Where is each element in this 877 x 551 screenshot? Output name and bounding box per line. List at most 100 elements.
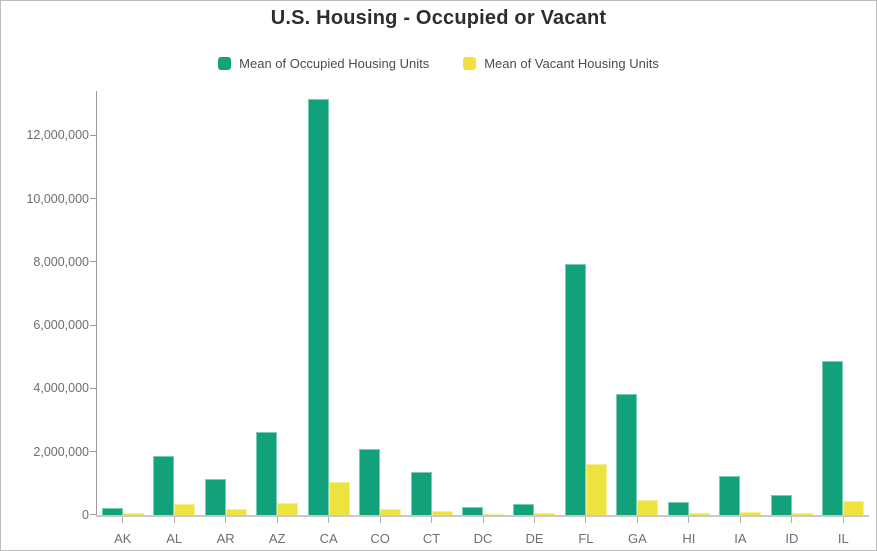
bar-group-ia: IA [715,91,766,546]
bar-occupied-ar[interactable] [204,478,226,515]
legend-label-vacant: Mean of Vacant Housing Units [484,56,659,71]
x-axis-label: AK [114,531,132,546]
legend-swatch-vacant-icon [463,57,477,70]
bar-occupied-dc[interactable] [462,507,484,515]
x-axis-tick [585,517,587,523]
y-axis: 0 2,000,000 4,000,000 6,000,000 8,000,000 10,… [1,91,89,522]
x-axis-label: CT [422,531,441,546]
x-axis-tick [482,517,484,523]
x-axis-tick [431,517,433,523]
y-axis-tick-label: 4,000,000 [33,381,89,396]
bar-group-hi: HI [663,91,714,546]
bar-vacant-ak[interactable] [122,513,144,515]
bar-group-fl: FL [560,91,611,546]
bar-occupied-ga[interactable] [616,394,638,515]
bar-occupied-id[interactable] [770,495,792,515]
plot-area: AK AL AR AZ CA CO CT DC DE FL GA HI IA ID IL [90,91,869,546]
x-axis-label: AL [166,531,183,546]
x-axis-tick [842,517,844,523]
y-axis-tick-label: 0 [82,508,89,522]
bar-group-az: AZ [251,91,302,546]
bars-row: AK AL AR AZ CA CO CT DC DE FL GA HI IA ID IL [97,91,869,546]
x-axis-label: AR [216,531,235,546]
bar-vacant-al[interactable] [174,504,196,515]
bar-occupied-ct[interactable] [410,472,432,515]
x-axis-label: DE [525,531,544,546]
y-axis-tick [90,134,96,136]
bar-occupied-de[interactable] [513,504,535,515]
legend: Mean of Occupied Housing Units Mean of V… [1,56,876,71]
bar-vacant-ia[interactable] [740,511,762,515]
y-axis-tick-label: 8,000,000 [33,254,89,269]
x-axis-tick [225,517,227,523]
legend-label-occupied: Mean of Occupied Housing Units [239,56,430,71]
bar-vacant-de[interactable] [534,513,556,515]
bar-vacant-az[interactable] [277,502,299,515]
x-axis-label: CA [319,531,338,546]
y-axis-tick [90,198,96,200]
bar-occupied-ak[interactable] [101,508,123,515]
x-axis-tick [122,517,124,523]
x-axis-label: IL [837,531,849,546]
y-axis-tick-label: 10,000,000 [26,191,89,206]
y-axis-tick-label: 2,000,000 [33,444,89,459]
y-axis-line [96,91,97,515]
x-axis-line [96,515,869,517]
bar-group-ga: GA [612,91,663,546]
bar-group-de: DE [509,91,560,546]
x-axis-tick [533,517,535,523]
x-axis-tick [328,517,330,523]
bar-occupied-il[interactable] [822,361,844,515]
bar-occupied-hi[interactable] [667,501,689,515]
x-axis-tick [739,517,741,523]
bar-vacant-ar[interactable] [225,509,247,515]
bar-group-dc: DC [457,91,508,546]
bar-occupied-ia[interactable] [719,475,741,515]
x-axis-label: ID [785,531,799,546]
bar-vacant-ct[interactable] [431,510,453,515]
y-axis-tick [90,451,96,453]
x-axis-label: IA [734,531,747,546]
x-axis-tick [379,517,381,523]
y-axis-tick [90,324,96,326]
bar-group-co: CO [354,91,405,546]
bar-vacant-fl[interactable] [585,464,607,515]
bar-group-il: IL [818,91,869,546]
bar-group-ca: CA [303,91,354,546]
y-axis-tick [90,261,96,263]
y-axis-tick [90,387,96,389]
x-axis-tick [688,517,690,523]
x-axis-label: HI [682,531,696,546]
legend-item-occupied: Mean of Occupied Housing Units [218,56,429,71]
bar-occupied-az[interactable] [256,432,278,515]
x-axis-tick [791,517,793,523]
bar-occupied-ca[interactable] [307,98,329,515]
legend-item-vacant: Mean of Vacant Housing Units [463,56,659,71]
bar-vacant-hi[interactable] [688,513,710,515]
bar-group-ak: AK [97,91,148,546]
y-axis-tick-label: 12,000,000 [26,128,89,143]
x-axis-tick [276,517,278,523]
bar-group-id: ID [766,91,817,546]
x-axis-tick [173,517,175,523]
bar-vacant-ca[interactable] [328,481,350,515]
x-axis-label: DC [473,531,493,546]
bar-occupied-al[interactable] [153,456,175,515]
y-axis-tick [90,514,96,515]
bar-vacant-il[interactable] [843,500,865,515]
bar-vacant-id[interactable] [791,513,813,515]
bar-group-ar: AR [200,91,251,546]
x-axis-label: AZ [268,531,286,546]
bar-vacant-dc[interactable] [483,513,505,515]
bar-vacant-co[interactable] [380,508,402,515]
y-axis-tick-label: 6,000,000 [33,318,89,333]
bar-occupied-co[interactable] [359,448,381,515]
x-axis-label: CO [370,531,390,546]
chart-title: U.S. Housing - Occupied or Vacant [270,7,607,29]
bar-occupied-fl[interactable] [564,263,586,515]
bar-group-al: AL [148,91,199,546]
bar-vacant-ga[interactable] [637,500,659,515]
bar-group-ct: CT [406,91,457,546]
x-axis-label: GA [628,531,647,546]
